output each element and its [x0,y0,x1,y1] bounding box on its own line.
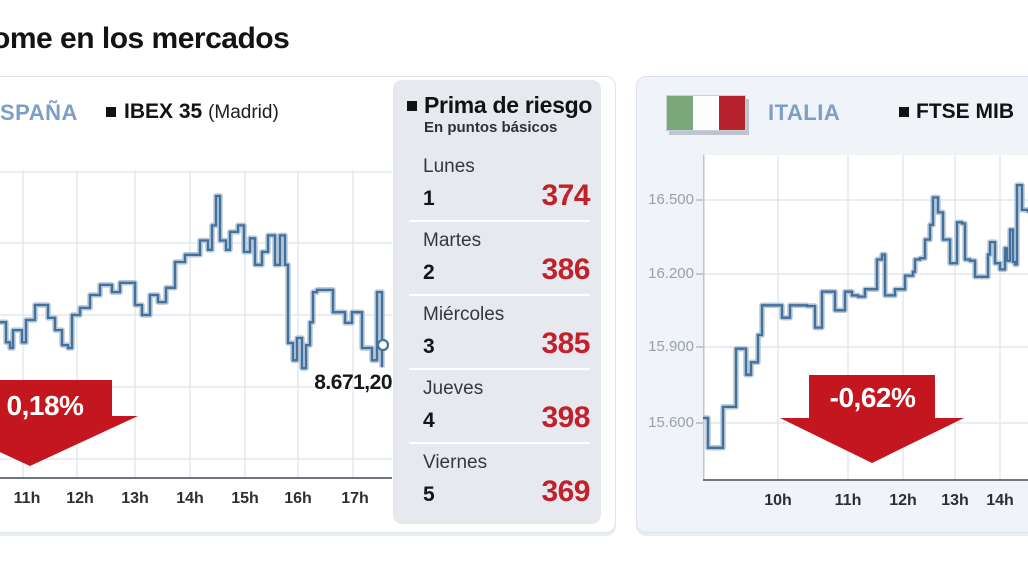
risk-premium-panel [393,80,601,524]
x-tick-label: 17h [341,490,369,507]
x-tick-label: 13h [121,490,149,507]
risk-day-number: 3 [423,335,435,358]
ibex-end-marker [376,338,390,352]
risk-day-number: 5 [423,483,435,506]
x-tick-label: 10h [764,492,792,509]
ibex-line-halo [0,193,385,371]
y-tick-dash [696,273,704,275]
ftse-series-bullet-icon [899,107,909,117]
risk-day-label: Martes [423,230,482,251]
flag-white-band [693,96,719,130]
x-tick-label: 14h [986,492,1014,509]
flag-green-band [667,96,693,130]
risk-value: 398 [541,401,590,434]
y-tick-dash [696,199,704,201]
risk-value: 385 [541,327,590,360]
risk-row: Jueves 4 398 [409,370,590,444]
risk-value-line: 3 385 [409,329,590,359]
ibex-index-suffix: (Madrid) [208,102,279,123]
spain-country-label: SPAÑA [0,100,78,125]
risk-value: 374 [541,179,590,212]
y-tick-label: 16.500 [648,191,694,208]
x-tick-label: 11h [834,492,862,509]
ibex-down-arrow-icon [0,380,138,466]
italy-country-label: ITALIA [768,100,841,125]
ftse-down-arrow-icon [780,375,964,463]
ftse-index-label: FTSE MIB [916,100,1014,123]
ibex-series-bullet-icon [106,107,116,117]
risk-value: 386 [541,253,590,286]
ibex-change-label: 0,18% [6,390,84,421]
risk-day-label: Jueves [423,378,484,399]
risk-panel-subtitle: En puntos básicos [424,119,558,136]
risk-value-line: 5 369 [409,477,590,507]
ibex-index-label: IBEX 35 (Madrid) [124,100,279,124]
risk-bullet-icon [407,100,417,111]
x-tick-label: 16h [284,490,312,507]
x-tick-label: 13h [941,492,969,509]
x-tick-label: 14h [176,490,204,507]
ibex-line [0,194,384,370]
flag-red-band [719,96,745,130]
risk-row: Miércoles 3 385 [409,296,590,370]
risk-day-label: Miércoles [423,304,505,325]
risk-day-number: 4 [423,409,435,432]
y-tick-label: 15.900 [648,338,694,355]
risk-value-line: 2 386 [409,255,590,285]
risk-day-number: 1 [423,187,435,210]
page-title: ome en los mercados [0,22,290,55]
risk-rows: Lunes 1 374 Martes 2 386 Miércoles 3 385 Jueves 4 3… [409,148,590,518]
risk-value-line: 1 374 [409,181,590,211]
x-tick-label: 15h [231,490,259,507]
ibex-index-name: IBEX 35 [124,100,203,123]
ibex-last-value: 8.671,20 [314,371,392,394]
ftse-line [703,183,1028,449]
risk-panel-title: Prima de riesgo [424,92,593,118]
risk-row: Viernes 5 369 [409,444,590,518]
risk-day-label: Lunes [423,156,475,177]
risk-day-label: Viernes [423,452,488,473]
italy-flag-icon [666,95,746,131]
ftse-intraday-chart [703,155,1028,481]
ftse-change-label: -0,62% [829,382,916,413]
risk-row: Lunes 1 374 [409,148,590,222]
x-tick-label: 12h [66,490,94,507]
x-tick-label: 11h [13,490,41,507]
risk-row: Martes 2 386 [409,222,590,296]
x-tick-label: 12h [889,492,917,509]
y-tick-dash [696,422,704,424]
risk-panel-header: Prima de riesgo [407,92,592,119]
y-tick-label: 16.200 [648,265,694,282]
risk-value-line: 4 398 [409,403,590,433]
y-tick-label: 15.600 [648,414,694,431]
risk-day-number: 2 [423,261,435,284]
y-tick-dash [696,346,704,348]
risk-value: 369 [541,475,590,508]
